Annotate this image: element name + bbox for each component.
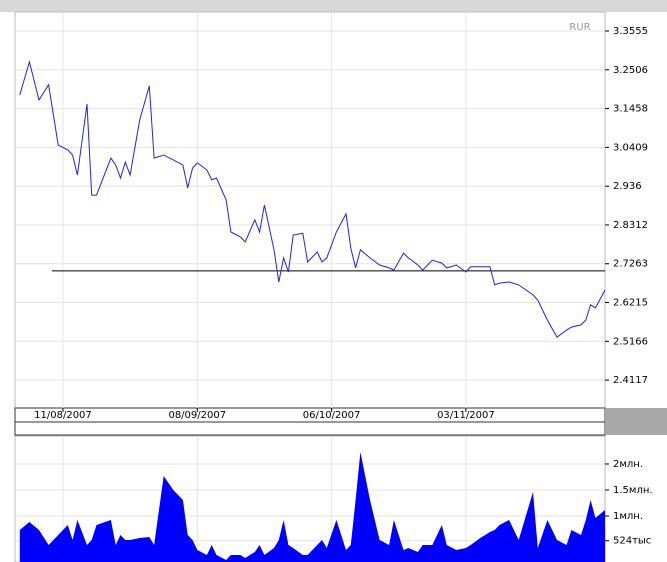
y-tick-label: 2.4117 <box>613 375 648 386</box>
axis-corner <box>605 408 667 435</box>
x-tick-label: 08/09/2007 <box>168 410 226 421</box>
y-tick-label: 1млн. <box>613 511 643 522</box>
y-tick-label: 2.8312 <box>613 220 648 231</box>
y-tick-label: 2.6215 <box>613 298 648 309</box>
x-tick-label: 11/08/2007 <box>34 410 92 421</box>
y-tick-label: 3.1458 <box>613 104 648 115</box>
y-tick-label: 3.0409 <box>613 142 648 153</box>
y-tick-label: 2.936 <box>613 181 642 192</box>
price-panel <box>14 11 606 409</box>
x-tick-label: 03/11/2007 <box>437 410 495 421</box>
y-tick-label: 2млн. <box>613 459 643 470</box>
unit-label: RUR <box>569 22 590 33</box>
y-tick-label: 524тыс <box>613 536 651 547</box>
price-line <box>19 59 606 338</box>
y-tick-label: 1.5млн. <box>613 485 653 496</box>
scroll-strip <box>14 421 606 436</box>
y-tick-label: 3.3555 <box>613 26 648 37</box>
y-tick-label: 3.2506 <box>613 65 648 76</box>
y-tick-label: 2.5166 <box>613 336 648 347</box>
top-bar <box>0 0 667 12</box>
volume-area <box>19 452 606 562</box>
y-tick-label: 2.7263 <box>613 259 648 270</box>
x-tick-label: 06/10/2007 <box>303 410 361 421</box>
